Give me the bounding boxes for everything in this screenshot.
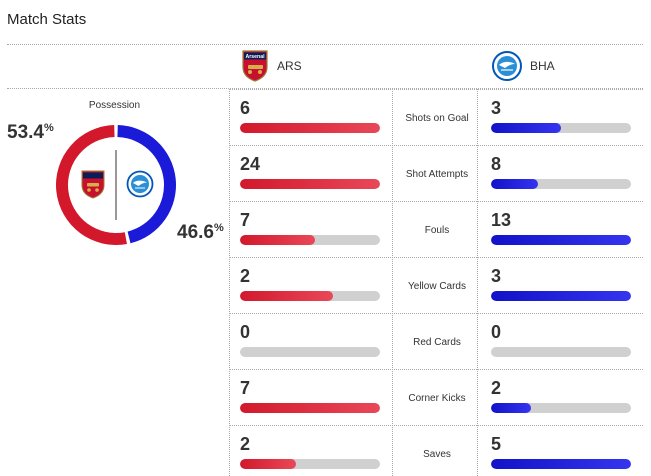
home-possession-arc — [55, 125, 127, 245]
title-divider — [7, 44, 643, 45]
stat-row: 24 Shot Attempts 8 — [229, 145, 643, 201]
away-stat-bar — [491, 235, 631, 245]
stat-label: Fouls — [424, 224, 450, 236]
home-team-abbr: ARS — [277, 59, 302, 73]
stat-label: Red Cards — [413, 336, 461, 348]
away-stat-bar — [491, 291, 631, 301]
stat-label: Saves — [423, 448, 451, 460]
possession-donut-chart — [55, 125, 176, 245]
arsenal-crest-icon — [81, 170, 105, 199]
home-team-header[interactable]: Arsenal ARS — [241, 50, 302, 82]
home-stat-value: 7 — [240, 210, 251, 230]
home-stat-value: 24 — [240, 154, 261, 174]
home-stat-value: 7 — [240, 378, 251, 398]
page-title: Match Stats — [7, 11, 87, 28]
away-stat-bar — [491, 403, 631, 413]
home-stat-bar-fill — [240, 403, 380, 413]
away-stat-value: 3 — [491, 98, 502, 118]
away-stat-value: 0 — [491, 322, 502, 342]
brighton-crest-icon — [492, 51, 522, 81]
possession-label: Possession — [88, 100, 141, 111]
home-stat-value: 0 — [240, 322, 251, 342]
away-stat-bar — [491, 123, 631, 133]
away-stat-bar-fill — [491, 403, 532, 413]
home-stat-bar — [240, 179, 380, 189]
home-stat-bar — [240, 123, 380, 133]
away-team-abbr: BHA — [530, 59, 555, 73]
home-stat-bar — [240, 235, 380, 245]
stat-row: 2 Saves 5 — [229, 425, 643, 476]
home-stat-bar-fill — [240, 123, 380, 133]
away-stat-bar-fill — [491, 459, 631, 469]
away-stat-bar-fill — [491, 179, 538, 189]
home-stat-bar-fill — [240, 459, 296, 469]
home-stat-bar-fill — [240, 291, 334, 301]
stat-row: 2 Yellow Cards 3 — [229, 257, 643, 313]
away-possession-arc — [117, 125, 176, 244]
stat-row: 7 Fouls 13 — [229, 201, 643, 257]
home-stat-bar-fill — [240, 235, 316, 245]
away-stat-value: 5 — [491, 434, 502, 454]
home-stat-value: 2 — [240, 266, 251, 286]
away-stat-value: 3 — [491, 266, 502, 286]
away-stat-value: 13 — [491, 210, 512, 230]
stat-row: 0 Red Cards 0 — [229, 313, 643, 369]
stat-row: 7 Corner Kicks 2 — [229, 369, 643, 425]
home-stat-bar — [240, 459, 380, 469]
brighton-crest-icon — [126, 170, 154, 198]
away-team-header[interactable]: BHA — [492, 50, 555, 82]
away-stat-bar-fill — [491, 235, 631, 245]
arsenal-crest-icon: Arsenal — [242, 50, 268, 82]
away-possession-pct: 46.6% — [177, 222, 224, 243]
column-divider-label-right — [477, 89, 478, 476]
home-stat-bar — [240, 291, 380, 301]
column-divider-left — [229, 89, 230, 476]
away-stat-value: 2 — [491, 378, 502, 398]
home-stat-bar-fill — [240, 179, 380, 189]
home-possession-pct: 53.4% — [7, 122, 54, 143]
home-stat-bar — [240, 347, 380, 357]
away-stat-bar — [491, 179, 631, 189]
away-stat-bar — [491, 459, 631, 469]
arsenal-crest-text: Arsenal — [245, 54, 265, 60]
stat-row: 6 Shots on Goal 3 — [229, 89, 643, 145]
column-divider-label-left — [392, 89, 393, 476]
stat-label: Corner Kicks — [408, 392, 466, 404]
away-stat-bar-fill — [491, 123, 561, 133]
home-stat-value: 6 — [240, 98, 251, 118]
stat-label: Yellow Cards — [408, 280, 466, 292]
stat-label: Shots on Goal — [405, 112, 469, 124]
away-stat-bar — [491, 347, 631, 357]
away-stat-bar-fill — [491, 291, 631, 301]
stat-label: Shot Attempts — [405, 168, 469, 180]
away-stat-value: 8 — [491, 154, 502, 174]
home-stat-bar — [240, 403, 380, 413]
home-stat-value: 2 — [240, 434, 251, 454]
header-divider — [7, 88, 643, 89]
